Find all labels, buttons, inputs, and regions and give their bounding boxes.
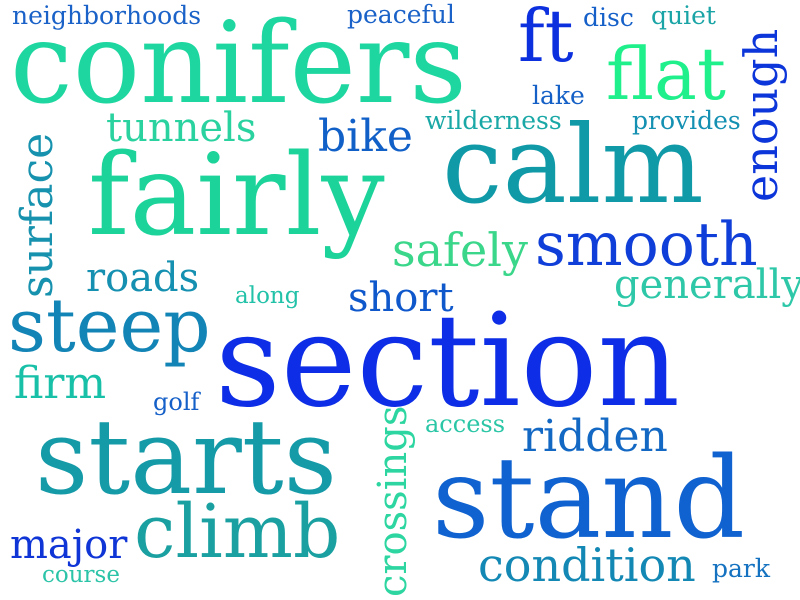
word-provides: provides bbox=[632, 106, 741, 135]
word-condition: condition bbox=[478, 538, 696, 592]
word-steep: steep bbox=[8, 283, 211, 369]
word-bike: bike bbox=[318, 111, 413, 162]
word-major: major bbox=[10, 522, 128, 568]
word-lake: lake bbox=[532, 81, 585, 110]
word-along: along bbox=[235, 283, 300, 309]
word-wilderness: wilderness bbox=[425, 106, 562, 135]
word-stand: stand bbox=[432, 434, 746, 564]
word-quiet: quiet bbox=[651, 1, 716, 30]
word-course: course bbox=[42, 562, 120, 588]
word-ridden: ridden bbox=[522, 411, 668, 462]
word-enough: enough bbox=[734, 28, 788, 202]
word-flat: flat bbox=[606, 32, 726, 116]
word-access: access bbox=[425, 410, 506, 438]
word-conifers: conifers bbox=[10, 0, 467, 129]
word-tunnels: tunnels bbox=[106, 105, 257, 151]
word-calm: calm bbox=[442, 103, 704, 228]
word-crossings: crossings bbox=[370, 405, 416, 597]
word-surface: surface bbox=[12, 132, 63, 298]
word-neighborhoods: neighborhoods bbox=[12, 1, 202, 30]
word-peaceful: peaceful bbox=[347, 0, 455, 29]
word-firm: firm bbox=[14, 358, 107, 409]
word-golf: golf bbox=[153, 388, 200, 416]
word-safely: safely bbox=[392, 223, 528, 277]
word-section: section bbox=[215, 287, 680, 436]
word-short: short bbox=[348, 275, 454, 321]
word-roads: roads bbox=[86, 255, 200, 301]
word-smooth: smooth bbox=[535, 210, 758, 280]
word-park: park bbox=[712, 554, 771, 583]
word-disc: disc bbox=[583, 3, 634, 32]
word-climb: climb bbox=[134, 489, 341, 575]
word-ft: ft bbox=[518, 0, 574, 78]
word-starts: starts bbox=[35, 396, 338, 518]
word-generally: generally bbox=[614, 262, 800, 308]
word-fairly: fairly bbox=[88, 131, 385, 261]
